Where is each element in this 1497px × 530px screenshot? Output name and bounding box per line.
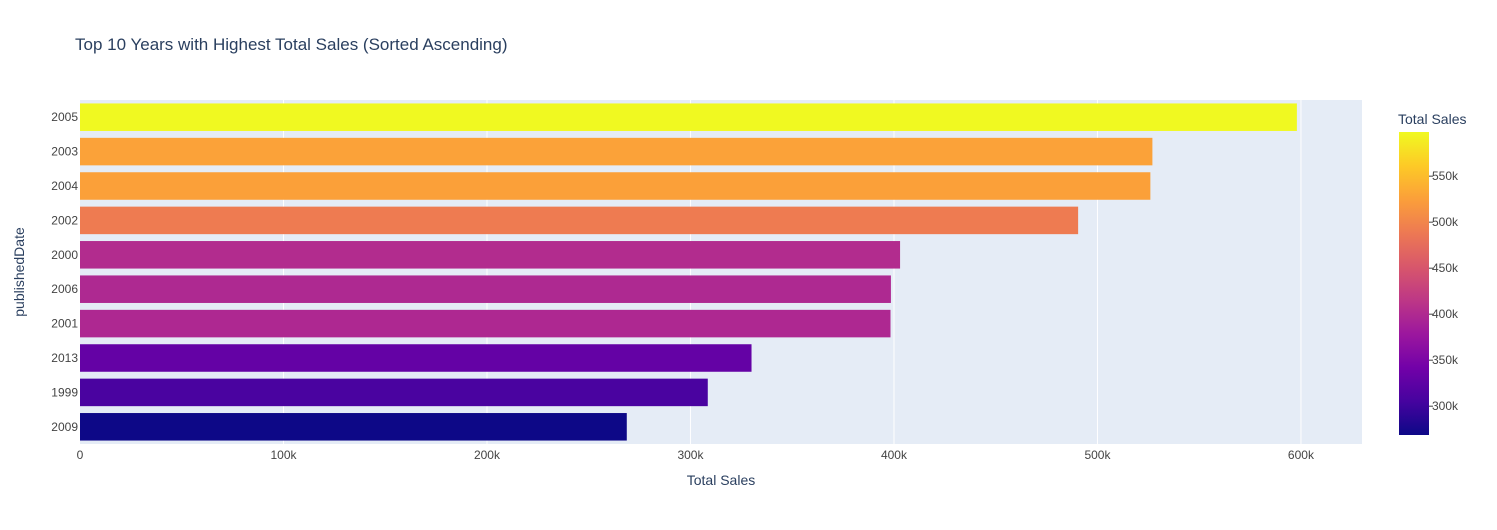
x-axis-title: Total Sales	[687, 472, 755, 488]
x-tick-label: 200k	[474, 448, 501, 462]
colorbar	[1399, 132, 1429, 435]
y-tick-label: 1999	[51, 385, 78, 399]
bar[interactable]	[80, 241, 901, 269]
colorbar-tick-label: 350k	[1432, 353, 1459, 367]
colorbar-tick-label: 400k	[1432, 307, 1459, 321]
y-tick-label: 2006	[51, 282, 78, 296]
y-tick-label: 2009	[51, 420, 78, 434]
bars	[80, 103, 1297, 441]
x-tick-label: 100k	[270, 448, 297, 462]
y-tick-label: 2001	[51, 317, 78, 331]
bar[interactable]	[80, 344, 752, 372]
bar[interactable]	[80, 413, 627, 441]
x-tick-labels: 0 100k 200k 300k 400k 500k 600k	[77, 448, 1315, 462]
x-tick-label: 400k	[881, 448, 908, 462]
y-tick-label: 2004	[51, 179, 78, 193]
bar[interactable]	[80, 103, 1297, 131]
colorbar-tick-label: 300k	[1432, 399, 1459, 413]
colorbar-tick-label: 500k	[1432, 215, 1459, 229]
colorbar-tick-label: 450k	[1432, 261, 1459, 275]
y-tick-label: 2003	[51, 145, 78, 159]
bar[interactable]	[80, 206, 1079, 235]
bar[interactable]	[80, 275, 891, 303]
bar[interactable]	[80, 309, 891, 338]
y-tick-label: 2005	[51, 110, 78, 124]
y-tick-labels: 2005 2003 2004 2002 2000 2006 2001 2013 1999 2009	[51, 110, 78, 434]
bar[interactable]	[80, 172, 1151, 200]
y-tick-label: 2000	[51, 248, 78, 262]
x-tick-label: 300k	[677, 448, 704, 462]
y-tick-label: 2002	[51, 213, 78, 227]
colorbar-title: Total Sales	[1398, 111, 1466, 127]
y-tick-label: 2013	[51, 351, 78, 365]
x-tick-label: 500k	[1084, 448, 1111, 462]
y-axis-title: publishedDate	[11, 227, 27, 317]
bar[interactable]	[80, 378, 708, 407]
x-tick-label: 0	[77, 448, 84, 462]
colorbar-tick-labels: 300k 350k 400k 450k 500k 550k	[1429, 169, 1459, 413]
bar[interactable]	[80, 137, 1153, 166]
x-tick-label: 600k	[1288, 448, 1315, 462]
colorbar-tick-label: 550k	[1432, 169, 1459, 183]
chart-title: Top 10 Years with Highest Total Sales (S…	[75, 35, 508, 54]
